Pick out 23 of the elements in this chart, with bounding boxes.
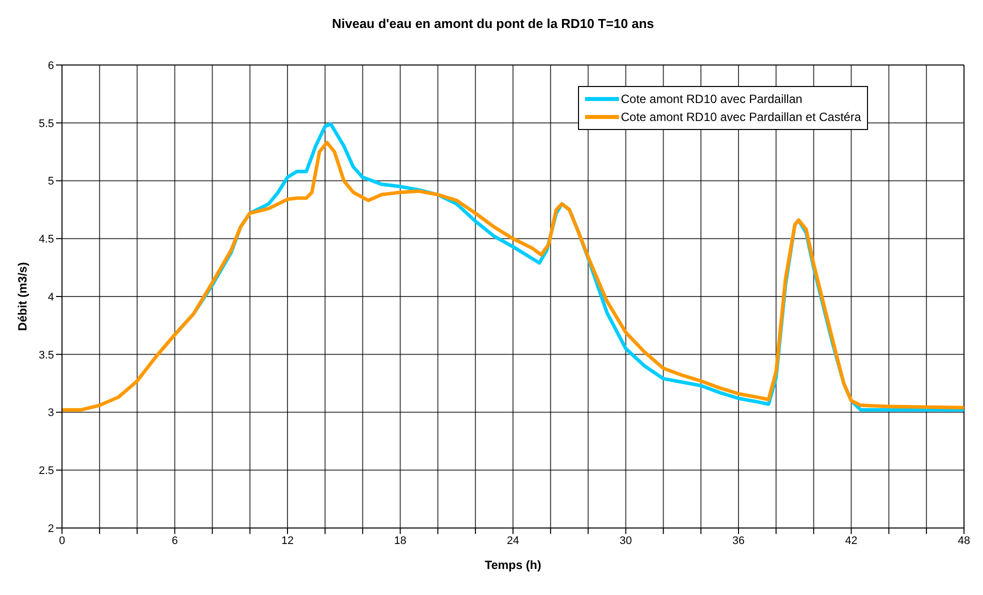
y-tick-label: 4 <box>48 291 54 304</box>
y-tick-label: 2.5 <box>38 465 54 478</box>
y-tick-label: 3.5 <box>38 349 54 362</box>
chart-title: Niveau d'eau en amont du pont de la RD10 T=10 ans <box>330 16 656 31</box>
y-tick-label: 4.5 <box>38 234 54 246</box>
x-tick-label: 12 <box>281 534 294 547</box>
x-tick-label: 24 <box>506 534 520 547</box>
x-tick-label: 6 <box>172 534 178 547</box>
x-tick-label: 42 <box>845 534 858 547</box>
y-tick-label: 5 <box>48 176 54 188</box>
x-axis-title: Temps (h) <box>484 558 542 572</box>
x-tick-label: 48 <box>958 534 970 547</box>
x-tick-label: 0 <box>58 534 66 547</box>
y-tick-label: 5.5 <box>38 118 54 130</box>
x-tick-label: 30 <box>620 534 632 547</box>
y-tick-label: 2 <box>48 522 54 535</box>
legend-label: Cote amont RD10 avec Pardaillan <box>620 92 802 106</box>
y-tick-label: 6 <box>48 60 54 72</box>
x-tick-label: 18 <box>394 534 406 547</box>
x-tick-label: 36 <box>732 534 745 547</box>
y-axis-title: Débit (m3/s) <box>15 262 30 331</box>
y-tick-label: 3 <box>48 407 54 420</box>
legend-label: Cote amont RD10 avec Pardaillan et Castéra <box>620 110 861 124</box>
